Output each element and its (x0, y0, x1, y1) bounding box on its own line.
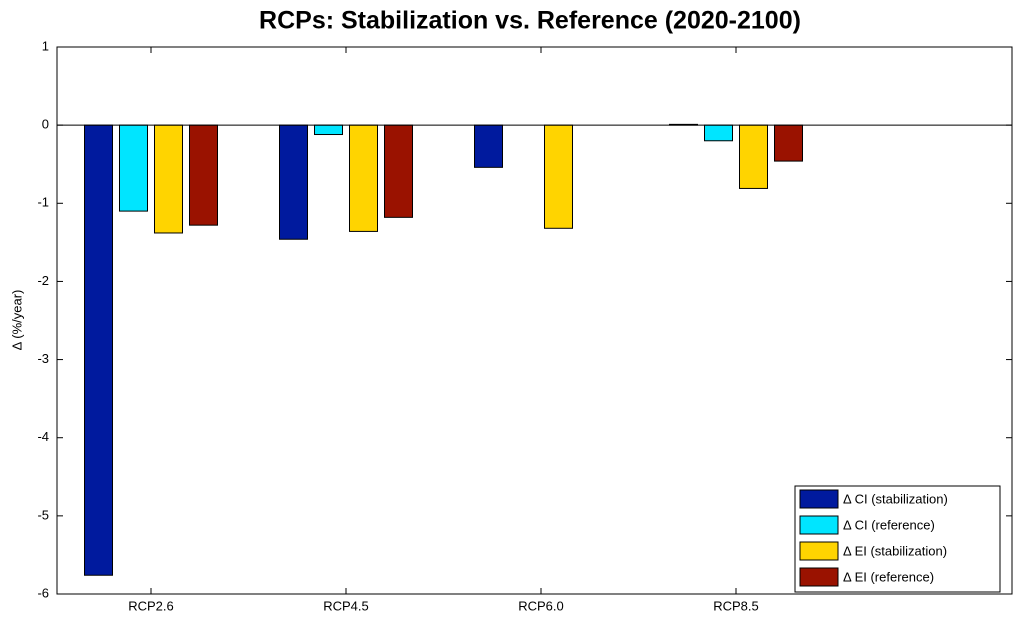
bar (84, 124, 113, 576)
x-tick-label: RCP8.5 (713, 598, 759, 613)
y-tick-label: -4 (37, 429, 49, 444)
legend-label: Δ CI (stabilization) (843, 491, 948, 506)
bar (279, 124, 308, 240)
y-tick-label: -3 (37, 351, 49, 366)
legend-swatch (799, 489, 839, 509)
legend-label: Δ CI (reference) (843, 517, 935, 532)
y-tick-label: 0 (42, 117, 49, 132)
y-axis-label: Δ (%/year) (9, 290, 24, 351)
bar (119, 124, 148, 212)
x-tick-label: RCP2.6 (128, 598, 174, 613)
y-tick-label: -1 (37, 195, 49, 210)
legend-swatch (799, 541, 839, 561)
chart-title: RCPs: Stabilization vs. Reference (2020-… (259, 7, 801, 35)
bar (774, 124, 803, 162)
x-tick-label: RCP4.5 (323, 598, 369, 613)
x-tick-label: RCP6.0 (518, 598, 564, 613)
bar (314, 124, 343, 136)
legend-label: Δ EI (reference) (843, 569, 934, 584)
y-tick-label: -6 (37, 585, 49, 600)
legend-label: Δ EI (stabilization) (843, 543, 947, 558)
bar (154, 124, 183, 234)
bar (739, 124, 768, 189)
y-tick-label: -2 (37, 273, 49, 288)
bar (349, 124, 378, 232)
bar (189, 124, 218, 226)
legend-swatch (799, 567, 839, 587)
bar (384, 124, 413, 218)
y-tick-label: -5 (37, 507, 49, 522)
bar (474, 124, 503, 168)
y-tick-label: 1 (42, 38, 49, 53)
bar (704, 124, 733, 142)
legend-swatch (799, 515, 839, 535)
bar (544, 124, 573, 229)
